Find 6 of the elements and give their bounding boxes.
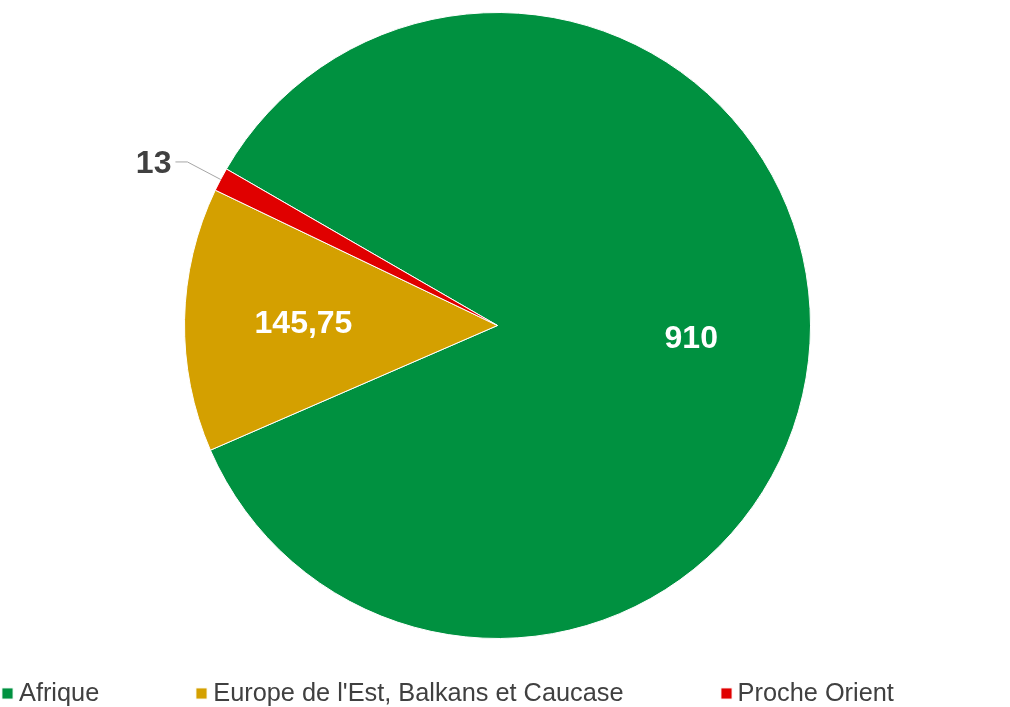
legend-label: Europe de l'Est, Balkans et Caucase xyxy=(213,678,624,707)
legend-label: Afrique xyxy=(19,678,100,707)
data-label: 145,75 xyxy=(254,303,353,340)
data-label: 910 xyxy=(664,318,718,355)
legend-label: Proche Orient xyxy=(737,678,894,707)
data-label: 13 xyxy=(135,143,172,180)
